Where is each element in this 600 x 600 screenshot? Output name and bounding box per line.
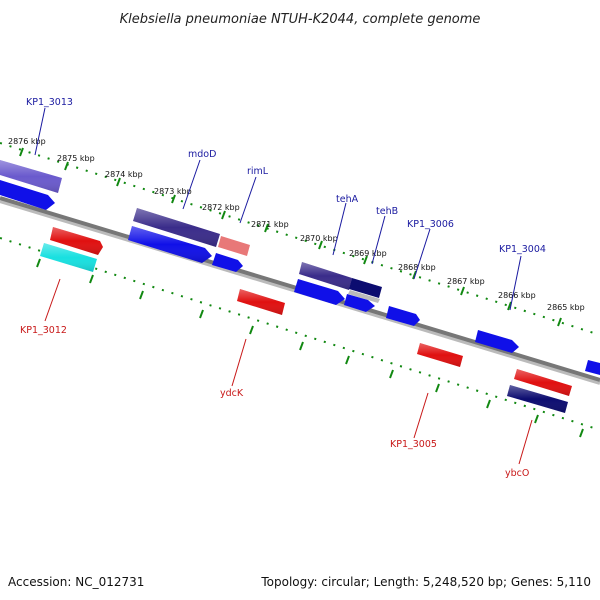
gene-bar-tehA[interactable]	[299, 262, 352, 290]
gene-label-KP1_3005[interactable]: KP1_3005	[390, 439, 437, 450]
kbp-label: 2876 kbp	[8, 137, 46, 146]
gene-bar[interactable]	[50, 227, 103, 255]
tick	[171, 194, 176, 204]
leader-line	[518, 419, 533, 465]
gene-bar[interactable]	[386, 306, 420, 326]
kbp-labels: 2876 kbp 2875 kbp 2874 kbp 2873 kbp 2872…	[8, 137, 585, 312]
kbp-label: 2871 kbp	[251, 220, 289, 229]
leader-line	[332, 202, 347, 256]
tick	[19, 147, 24, 157]
kbp-label: 2873 kbp	[154, 187, 192, 196]
tick	[363, 255, 368, 265]
tick	[507, 301, 512, 311]
gene-bar-ydcK[interactable]	[237, 289, 285, 315]
gene-label-mdoD[interactable]: mdoD	[188, 149, 216, 160]
gene-bar-KP1_3005[interactable]	[417, 343, 463, 367]
leader-line	[413, 392, 429, 439]
leader-line	[34, 107, 46, 156]
gene-bar[interactable]	[128, 226, 212, 263]
leader-line	[509, 255, 522, 311]
leader-line	[413, 228, 431, 280]
leader-line	[231, 338, 247, 387]
gene-bar[interactable]	[212, 253, 243, 272]
tick	[557, 317, 562, 327]
leader-line	[371, 215, 386, 265]
forward-genes	[0, 160, 600, 375]
tick	[299, 341, 304, 351]
accession-text: Accession: NC_012731	[8, 575, 144, 589]
gene-label-tehB[interactable]: tehB	[376, 206, 398, 217]
gene-bar-KP1_3012[interactable]	[40, 243, 97, 272]
tick	[389, 369, 394, 379]
gene-bar[interactable]	[514, 369, 572, 396]
tick	[264, 223, 269, 233]
kbp-label: 2869 kbp	[349, 249, 387, 258]
tick	[89, 274, 94, 284]
tick	[534, 414, 539, 424]
tick	[116, 177, 121, 187]
kbp-label: 2872 kbp	[202, 203, 240, 212]
gene-bar[interactable]	[0, 160, 62, 193]
gene-bar[interactable]	[0, 180, 55, 210]
gene-label-KP1_3004[interactable]: KP1_3004	[499, 244, 546, 255]
tick	[460, 286, 465, 296]
tick	[435, 383, 440, 393]
gene-label-ydcK[interactable]: ydcK	[220, 388, 244, 399]
gene-label-KP1_3012[interactable]: KP1_3012	[20, 325, 67, 336]
gene-bar-mdoD[interactable]	[133, 208, 220, 247]
tick	[318, 240, 323, 250]
tick	[249, 325, 254, 335]
gene-label-KP1_3013[interactable]: KP1_3013	[26, 97, 73, 108]
kbp-label: 2875 kbp	[57, 154, 95, 163]
gene-bar-rimL	[218, 236, 250, 256]
leader-lines	[34, 107, 533, 465]
gene-label-tehA[interactable]: tehA	[336, 194, 359, 205]
gene-bar-ybcO[interactable]	[507, 385, 568, 413]
tick	[36, 258, 41, 268]
tick	[345, 355, 350, 365]
kbp-label: 2874 kbp	[105, 170, 143, 179]
tick	[139, 290, 144, 300]
gene-bar[interactable]	[344, 294, 375, 312]
tick	[486, 399, 491, 409]
gene-bar[interactable]	[294, 279, 345, 305]
kbp-label: 2868 kbp	[398, 263, 436, 272]
gene-bar-tehB[interactable]	[349, 278, 382, 298]
kbp-label: 2867 kbp	[447, 277, 485, 286]
tick	[412, 270, 417, 280]
tick	[579, 428, 584, 438]
gene-label-rimL[interactable]: rimL	[247, 166, 269, 177]
gene-bar[interactable]	[585, 360, 600, 375]
map-title: Klebsiella pneumoniae NTUH-K2044, comple…	[120, 12, 481, 27]
leader-line	[239, 176, 257, 224]
kbp-label: 2865 kbp	[547, 303, 585, 312]
leader-line	[182, 159, 201, 210]
ticks	[19, 147, 584, 438]
tick	[221, 210, 226, 220]
tick	[64, 161, 69, 171]
kbp-label: 2870 kbp	[300, 234, 338, 243]
tick	[199, 309, 204, 319]
leader-line	[44, 278, 61, 322]
kbp-label: 2866 kbp	[498, 291, 536, 300]
gene-label-ybcO[interactable]: ybcO	[505, 468, 529, 479]
gene-bar	[348, 290, 380, 303]
gene-label-KP1_3006[interactable]: KP1_3006	[407, 219, 454, 230]
reverse-genes	[40, 227, 572, 413]
gene-bar-KP1_3004[interactable]	[475, 330, 519, 353]
gene-labels: KP1_3013 mdoD rimL tehA tehB KP1_3006 KP…	[20, 97, 546, 479]
topology-text: Topology: circular; Length: 5,248,520 bp…	[260, 575, 591, 589]
